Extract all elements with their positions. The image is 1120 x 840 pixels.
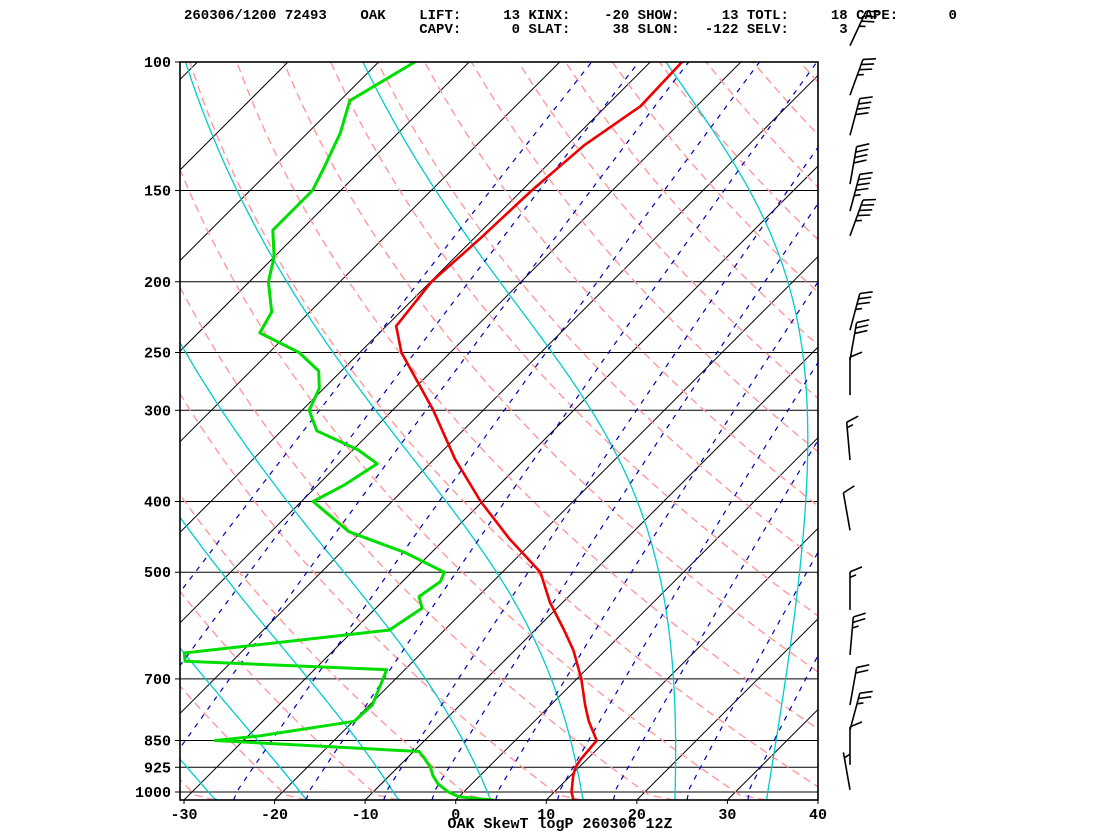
pressure-tick-label: 500 bbox=[144, 565, 171, 582]
pressure-tick-label: 200 bbox=[144, 275, 171, 292]
wind-barb bbox=[849, 10, 880, 47]
temp-tick-label: -20 bbox=[261, 807, 288, 824]
pressure-tick-label: 100 bbox=[144, 55, 171, 72]
dewpoint-trace bbox=[182, 62, 494, 800]
temp-tick-label: -30 bbox=[170, 807, 197, 824]
pressure-tick-label: 700 bbox=[144, 672, 171, 689]
dry-adiabat-lines bbox=[180, 62, 818, 800]
pressure-axis-labels: 100 150 200 250 300 400 500 700 850 925 1000 bbox=[135, 55, 180, 802]
pressure-tick-label: 1000 bbox=[135, 785, 171, 802]
header-line-1: 260306/1200 72493 OAK LIFT: 13 KINX: -20… bbox=[184, 8, 957, 24]
wind-barb bbox=[849, 351, 863, 396]
temp-tick-label: 40 bbox=[809, 807, 827, 824]
pressure-tick-label: 400 bbox=[144, 495, 171, 512]
temp-tick-label: 10 bbox=[537, 807, 555, 824]
pressure-tick-label: 250 bbox=[144, 345, 171, 362]
wind-barb bbox=[845, 415, 859, 461]
temp-tick-label: -10 bbox=[352, 807, 379, 824]
plot-background bbox=[180, 62, 818, 800]
wind-barb bbox=[849, 96, 873, 136]
temp-tick-label: 20 bbox=[628, 807, 646, 824]
wind-barb bbox=[849, 690, 873, 731]
header-line-2: CAPV: 0 SLAT: 38 SLON: -122 SELV: 3 bbox=[184, 22, 848, 38]
wind-barb bbox=[849, 566, 863, 610]
wind-barb bbox=[849, 663, 870, 706]
pressure-tick-label: 150 bbox=[144, 184, 171, 201]
wind-barb bbox=[849, 57, 877, 96]
isotherm-lines bbox=[180, 62, 818, 800]
pressure-tick-label: 300 bbox=[144, 403, 171, 420]
temp-tick-label: 30 bbox=[718, 807, 736, 824]
wind-barb bbox=[849, 198, 877, 237]
temp-tick-label: 0 bbox=[451, 807, 460, 824]
temperature-trace bbox=[394, 62, 684, 800]
plot-border bbox=[179, 61, 819, 801]
pressure-tick-label: 850 bbox=[144, 733, 171, 750]
wind-barb bbox=[842, 752, 851, 790]
wind-barb bbox=[849, 318, 870, 361]
chart-title: OAK SkewT logP 260306 12Z bbox=[447, 816, 673, 833]
wind-barb bbox=[849, 143, 870, 185]
wind-barb bbox=[842, 485, 855, 531]
mixing-ratio-lines bbox=[180, 62, 818, 800]
wind-barb bbox=[849, 171, 873, 212]
wind-barb bbox=[849, 290, 873, 331]
temp-axis-labels: -30 -20 -10 0 10 20 30 40 bbox=[170, 800, 827, 824]
wind-barb bbox=[849, 721, 863, 765]
wind-barbs bbox=[842, 10, 880, 790]
moist-adiabat-lines bbox=[180, 62, 809, 800]
wind-barb bbox=[849, 612, 866, 655]
pressure-tick-label: 925 bbox=[144, 760, 171, 777]
